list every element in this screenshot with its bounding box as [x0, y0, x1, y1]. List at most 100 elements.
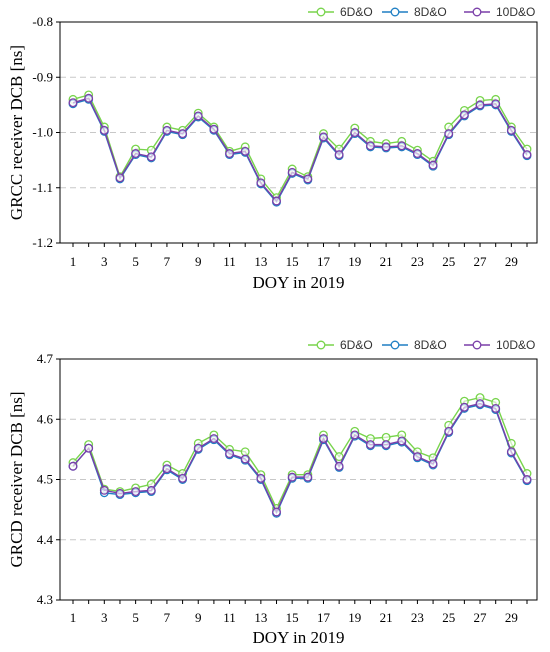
x-tick-label: 3	[101, 254, 108, 269]
legend-marker	[472, 7, 482, 17]
y-tick-label: 4.3	[37, 592, 53, 607]
x-tick-label: 15	[286, 254, 299, 269]
data-point	[272, 507, 281, 517]
y-tick-label: -1.2	[32, 235, 53, 250]
data-point	[365, 141, 375, 151]
x-tick-label: 3	[101, 610, 108, 625]
data-point	[506, 447, 516, 457]
x-tick-label: 11	[223, 610, 236, 625]
data-point	[303, 472, 313, 482]
data-point	[412, 452, 422, 462]
y-tick-label: -1.0	[32, 125, 53, 140]
data-point	[131, 149, 141, 158]
x-tick-label: 7	[164, 610, 171, 625]
data-point	[506, 125, 516, 135]
data-point	[350, 128, 360, 137]
data-point	[319, 434, 328, 443]
data-point	[209, 434, 219, 443]
data-point	[334, 461, 344, 471]
data-point	[397, 141, 407, 151]
data-point	[131, 487, 141, 496]
legend-marker	[316, 340, 326, 350]
legend-label: 6D&O	[340, 5, 373, 19]
x-tick-label: 21	[380, 254, 393, 269]
x-tick-label: 15	[286, 610, 299, 625]
data-point	[115, 488, 125, 498]
x-tick-label: 11	[223, 254, 236, 269]
legend-label: 10D&O	[496, 5, 535, 19]
series-line-10D&O	[72, 402, 528, 514]
data-point	[428, 459, 438, 469]
x-tick-label: 1	[70, 254, 77, 269]
x-axis-title: DOY in 2019	[253, 628, 345, 647]
y-axis-title: GRCD receiver DCB [ns]	[7, 391, 26, 567]
data-point	[178, 473, 188, 483]
y-tick-label: -0.8	[32, 14, 53, 29]
data-point	[303, 174, 313, 184]
y-tick-label: -1.1	[32, 180, 53, 195]
x-tick-label: 7	[164, 254, 171, 269]
data-point	[146, 152, 156, 162]
chart-panel-2: 4.34.44.54.64.71 3 5 7 9 11 13 15 17 19 21 23 25 27 29…	[7, 338, 538, 647]
x-axis-title: DOY in 2019	[253, 273, 345, 292]
x-tick-label: 9	[195, 610, 202, 625]
legend-label: 6D&O	[340, 338, 373, 352]
data-point	[475, 100, 485, 110]
data-point	[256, 473, 266, 483]
x-tick-label: 19	[348, 610, 361, 625]
x-tick-label: 5	[132, 254, 139, 269]
data-point	[459, 110, 469, 120]
data-point	[193, 111, 203, 121]
series-line-8D&O	[72, 98, 528, 204]
data-point	[522, 150, 532, 160]
x-tick-label: 25	[442, 254, 455, 269]
legend-label: 8D&O	[414, 5, 447, 19]
legend-marker	[390, 7, 400, 17]
data-point	[287, 167, 297, 177]
data-point	[272, 196, 281, 206]
x-tick-label: 27	[474, 610, 488, 625]
x-tick-label: 5	[132, 610, 139, 625]
data-point	[381, 440, 391, 450]
data-point	[240, 146, 250, 156]
data-point	[334, 452, 344, 462]
data-point	[428, 160, 438, 170]
legend-label: 10D&O	[496, 338, 535, 352]
series-line-6D&O	[72, 94, 528, 199]
x-tick-label: 21	[380, 610, 393, 625]
data-point	[240, 454, 250, 464]
data-point	[178, 129, 188, 139]
y-tick-label: 4.4	[37, 532, 54, 547]
data-point	[444, 426, 454, 436]
x-tick-label: 29	[505, 254, 518, 269]
x-tick-label: 1	[70, 610, 77, 625]
data-point	[209, 124, 219, 134]
legend-marker	[316, 7, 326, 17]
data-point	[381, 142, 391, 152]
data-point	[68, 461, 78, 471]
x-tick-label: 17	[317, 254, 331, 269]
x-tick-label: 29	[505, 610, 518, 625]
data-point	[287, 472, 297, 482]
data-point	[319, 132, 328, 142]
chart-panel-1: -1.2-1.1-1.0-0.9-0.81 3 5 7 9 11 13 15 17 19 21 23 2…	[7, 5, 538, 292]
data-point	[162, 125, 172, 135]
data-point	[412, 149, 422, 158]
data-point	[491, 99, 501, 109]
data-point	[115, 173, 125, 183]
x-tick-label: 23	[411, 610, 424, 625]
y-tick-label: -0.9	[32, 69, 53, 84]
data-point	[68, 98, 78, 108]
data-point	[84, 93, 94, 103]
y-tick-label: 4.6	[37, 411, 54, 426]
data-point	[99, 125, 109, 135]
x-tick-label: 25	[442, 610, 455, 625]
data-point	[256, 178, 266, 188]
series-line-8D&O	[72, 404, 528, 515]
x-tick-label: 23	[411, 254, 424, 269]
data-point	[475, 399, 485, 409]
data-point	[240, 447, 250, 457]
legend-label: 8D&O	[414, 338, 447, 352]
data-point	[225, 449, 235, 459]
